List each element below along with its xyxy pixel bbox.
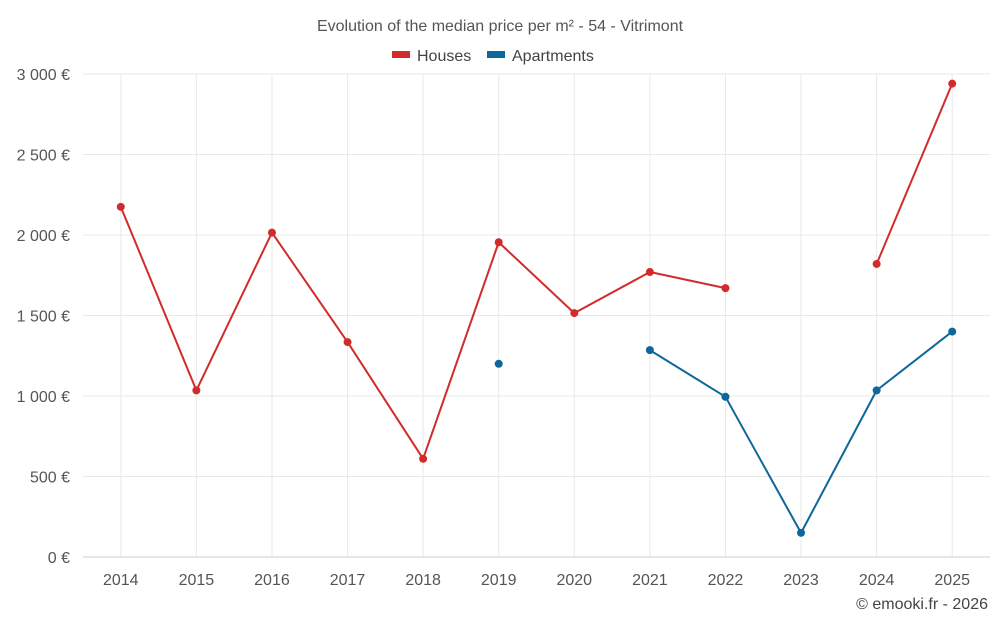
legend-item-houses[interactable]: Houses <box>392 48 471 65</box>
x-tick-label: 2019 <box>481 572 517 589</box>
legend-swatch-apartments <box>487 51 505 58</box>
legend-swatch-houses <box>392 51 410 58</box>
y-tick-label: 0 € <box>48 550 70 567</box>
series-line-houses <box>875 83 954 265</box>
credit-text: © emooki.fr - 2026 <box>856 596 988 613</box>
x-tick-label: 2015 <box>179 572 215 589</box>
data-point-houses-2025[interactable] <box>948 79 957 88</box>
series-apartments <box>494 327 957 537</box>
data-point-houses-2021[interactable] <box>645 268 654 277</box>
y-tick-label: 2 500 € <box>17 148 70 165</box>
data-point-houses-2016[interactable] <box>267 228 276 237</box>
data-point-houses-2014[interactable] <box>116 202 125 211</box>
legend-label-houses: Houses <box>417 48 471 65</box>
x-tick-label: 2017 <box>330 572 366 589</box>
y-tick-label: 500 € <box>30 470 70 487</box>
x-tick-label: 2016 <box>254 572 290 589</box>
legend-label-apartments: Apartments <box>512 48 594 65</box>
y-tick-label: 1 500 € <box>17 309 70 326</box>
data-point-houses-2018[interactable] <box>419 454 428 463</box>
series-houses <box>116 79 957 463</box>
data-point-houses-2019[interactable] <box>494 238 503 247</box>
grid <box>83 73 990 557</box>
data-point-apartments-2024[interactable] <box>872 386 881 395</box>
x-tick-label: 2022 <box>708 572 744 589</box>
axes: 0 € 500 € 1 000 € 1 500 € 2 000 € 2 500 € 3 00… <box>17 67 990 589</box>
data-point-apartments-2025[interactable] <box>948 327 957 336</box>
data-point-houses-2024[interactable] <box>872 259 881 268</box>
data-point-houses-2015[interactable] <box>192 386 201 395</box>
y-tick-label: 2 000 € <box>17 228 70 245</box>
x-tick-label: 2014 <box>103 572 139 589</box>
data-point-apartments-2023[interactable] <box>797 528 806 537</box>
x-tick-label: 2020 <box>556 572 592 589</box>
data-point-houses-2017[interactable] <box>343 338 352 347</box>
x-tick-label: 2021 <box>632 572 668 589</box>
x-tick-label: 2024 <box>859 572 895 589</box>
data-point-apartments-2021[interactable] <box>645 346 654 355</box>
data-point-houses-2020[interactable] <box>570 309 579 318</box>
series <box>116 79 957 537</box>
y-tick-label: 3 000 € <box>17 67 70 84</box>
data-point-apartments-2019[interactable] <box>494 359 503 368</box>
legend-item-apartments[interactable]: Apartments <box>487 48 594 65</box>
x-tick-label: 2023 <box>783 572 819 589</box>
y-tick-label: 1 000 € <box>17 389 70 406</box>
chart-title: Evolution of the median price per m² - 5… <box>317 18 684 35</box>
x-tick-label: 2018 <box>405 572 441 589</box>
data-point-houses-2022[interactable] <box>721 284 730 293</box>
legend: Houses Apartments <box>392 48 594 65</box>
data-point-apartments-2022[interactable] <box>721 392 730 401</box>
x-tick-label: 2025 <box>934 572 970 589</box>
